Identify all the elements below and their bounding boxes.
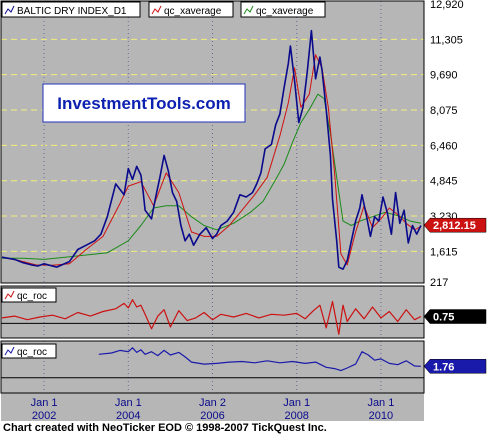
marker-label: 0.75	[433, 312, 454, 324]
series-layer	[1, 29, 422, 372]
y-tick-label: 9,690	[430, 70, 458, 82]
x-tick-year: 2004	[116, 410, 140, 422]
series-line-price	[1, 29, 422, 271]
series-line-roc1	[1, 299, 422, 335]
legend-label-roc2: qc_roc	[17, 347, 47, 358]
x-tick-label: Jan 1	[367, 397, 394, 409]
last-value-markers: 2,812.15 0.75 1.76	[423, 217, 487, 374]
watermark-box	[42, 83, 246, 123]
legend-line-icon	[151, 5, 162, 15]
marker-label: 1.76	[433, 361, 454, 373]
series-line-roc2	[98, 347, 421, 372]
y-axis: 12,92011,3059,6908,0756,4604,8453,2301,6…	[430, 0, 464, 289]
x-tick-year: 2008	[284, 410, 308, 422]
roc1-legend: qc_roc	[1, 287, 57, 303]
marker-shape	[423, 359, 487, 374]
roc2-panel-border	[0, 340, 425, 394]
legend-box-fast-average	[148, 1, 234, 18]
y-tick-label: 6,460	[430, 140, 458, 152]
x-tick-label: Jan 2	[199, 397, 226, 409]
main-panel-border	[0, 0, 425, 284]
y-tick-label: 11,305	[430, 34, 463, 46]
legend-label-roc1: qc_roc	[17, 291, 47, 302]
legend-label-fast-average: qc_xaverage	[164, 6, 222, 17]
y-tick-label: 12,920	[430, 0, 464, 11]
legend-label-price: BALTIC DRY INDEX_D1	[17, 6, 127, 17]
legend-box-slow-average	[240, 1, 326, 18]
roc1-last-marker: 0.75	[423, 309, 487, 324]
roc2-legend: qc_roc	[1, 343, 57, 359]
legend-line-icon	[4, 5, 15, 15]
legend-box-roc2	[1, 343, 57, 359]
credit-text: Chart created with NeoTicker EOD © 1998-…	[3, 422, 327, 434]
marker-shape	[423, 309, 487, 324]
legend-line-icon	[4, 290, 15, 300]
legend-label-slow-average: qc_xaverage	[256, 6, 314, 17]
x-tick-year: 2002	[32, 410, 56, 422]
roc1-panel-border	[0, 285, 425, 339]
grid	[1, 1, 424, 393]
y-tick-label: 217	[430, 277, 448, 289]
y-tick-label: 4,845	[430, 176, 458, 188]
last-price-marker: 2,812.15	[423, 217, 487, 233]
x-tick-label: Jan 1	[31, 397, 58, 409]
x-tick-year: 2006	[200, 410, 224, 422]
main-panel-background	[1, 1, 424, 283]
legend-line-icon	[243, 5, 254, 15]
marker-label: 2,812.15	[433, 220, 476, 232]
y-tick-label: 1,615	[430, 246, 458, 258]
marker-shape	[423, 217, 487, 233]
y-tick-label: 8,075	[430, 105, 458, 117]
series-line-fast-average	[1, 54, 422, 266]
legend-box-roc1	[1, 287, 57, 303]
x-tick-year: 2010	[369, 410, 393, 422]
x-axis-strip	[1, 393, 424, 421]
x-tick-label: Jan 1	[283, 397, 310, 409]
x-tick-label: Jan 1	[115, 397, 142, 409]
main-legend: BALTIC DRY INDEX_D1 qc_xaverage qc_xaver…	[1, 1, 326, 18]
watermark-text: InvestmentTools.com	[57, 94, 231, 113]
legend-line-icon	[4, 346, 15, 356]
legend-box-price	[1, 1, 141, 18]
roc2-last-marker: 1.76	[423, 359, 487, 374]
